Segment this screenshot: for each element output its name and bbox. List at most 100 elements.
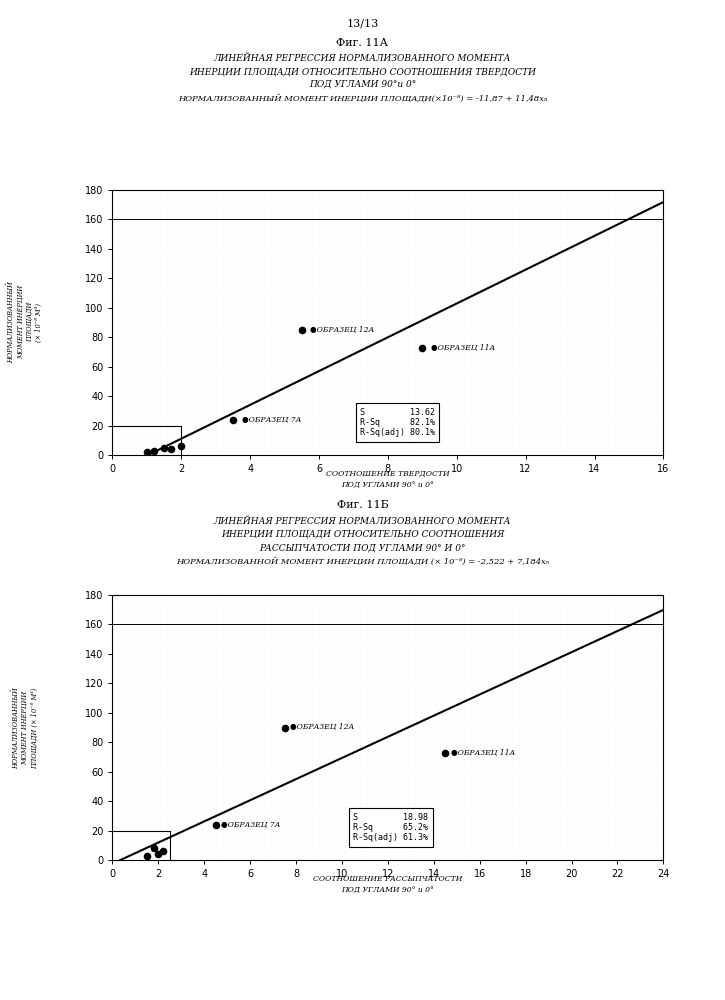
Point: [341, 644, 352, 660]
Point: [554, 737, 566, 753]
Point: [596, 182, 608, 198]
Point: [231, 367, 242, 383]
Point: [596, 186, 608, 202]
Point: [492, 195, 504, 211]
Point: [348, 817, 360, 833]
Point: [396, 609, 407, 625]
Point: [602, 394, 614, 410]
Point: [402, 772, 414, 788]
Point: [148, 443, 160, 459]
Point: [382, 733, 394, 749]
Point: [148, 239, 160, 255]
Point: [623, 253, 635, 269]
Point: [547, 839, 559, 855]
Point: [520, 636, 531, 652]
Point: [107, 438, 118, 454]
Point: [382, 631, 394, 647]
Point: [471, 407, 483, 423]
Point: [341, 231, 352, 247]
Point: [286, 341, 297, 357]
Point: [355, 640, 366, 656]
Point: [299, 777, 311, 793]
Point: [210, 226, 222, 242]
Point: [355, 684, 366, 700]
Point: [423, 702, 435, 718]
Point: [650, 781, 662, 797]
Point: [231, 618, 242, 634]
Point: [513, 697, 524, 713]
Point: [561, 407, 573, 423]
Point: [534, 702, 545, 718]
Point: [506, 403, 518, 419]
Point: [589, 609, 600, 625]
Point: [368, 605, 380, 621]
Point: [492, 213, 504, 229]
Point: [630, 830, 642, 846]
Point: [658, 341, 669, 357]
Point: [175, 821, 187, 837]
Point: [430, 715, 442, 731]
Point: [361, 239, 373, 255]
Point: [368, 759, 380, 775]
Point: [602, 314, 614, 330]
Point: [382, 834, 394, 850]
Point: [437, 372, 449, 388]
Point: [561, 600, 573, 616]
Point: [141, 728, 152, 744]
Point: [534, 266, 545, 282]
Point: [148, 381, 160, 397]
Point: [630, 288, 642, 304]
Point: [148, 658, 160, 674]
Point: [120, 644, 132, 660]
Point: [203, 724, 215, 740]
Point: [616, 817, 628, 833]
Point: [520, 728, 531, 744]
Point: [650, 803, 662, 819]
Point: [196, 226, 208, 242]
Point: [327, 314, 339, 330]
Point: [630, 323, 642, 339]
Point: [465, 354, 476, 370]
Point: [244, 222, 256, 238]
Point: [355, 852, 366, 868]
Point: [155, 702, 167, 718]
Point: [189, 376, 201, 392]
Point: [402, 720, 414, 736]
Point: [286, 385, 297, 401]
Point: [278, 750, 290, 766]
Point: [203, 332, 215, 348]
Point: [423, 618, 435, 634]
Point: [120, 808, 132, 824]
Point: [416, 239, 428, 255]
Point: [644, 733, 655, 749]
Point: [396, 319, 407, 335]
Point: [244, 834, 256, 850]
Point: [237, 666, 249, 682]
Point: [210, 631, 222, 647]
Point: [175, 390, 187, 406]
Point: [217, 790, 228, 806]
Point: [141, 443, 152, 459]
Point: [120, 217, 132, 233]
Point: [623, 697, 635, 713]
Point: [609, 319, 621, 335]
Point: [189, 671, 201, 687]
Point: [231, 310, 242, 326]
Point: [168, 596, 180, 612]
Point: [148, 244, 160, 260]
Point: [513, 261, 524, 277]
Point: [376, 381, 387, 397]
Point: [534, 253, 545, 269]
Point: [141, 711, 152, 727]
Point: [451, 310, 463, 326]
Point: [244, 830, 256, 846]
Point: [203, 363, 215, 379]
Point: [265, 622, 276, 638]
Point: [168, 609, 180, 625]
Point: [526, 640, 538, 656]
Point: [334, 244, 345, 260]
Point: [396, 403, 407, 419]
Point: [457, 636, 469, 652]
Point: [547, 755, 559, 771]
Point: [526, 848, 538, 864]
